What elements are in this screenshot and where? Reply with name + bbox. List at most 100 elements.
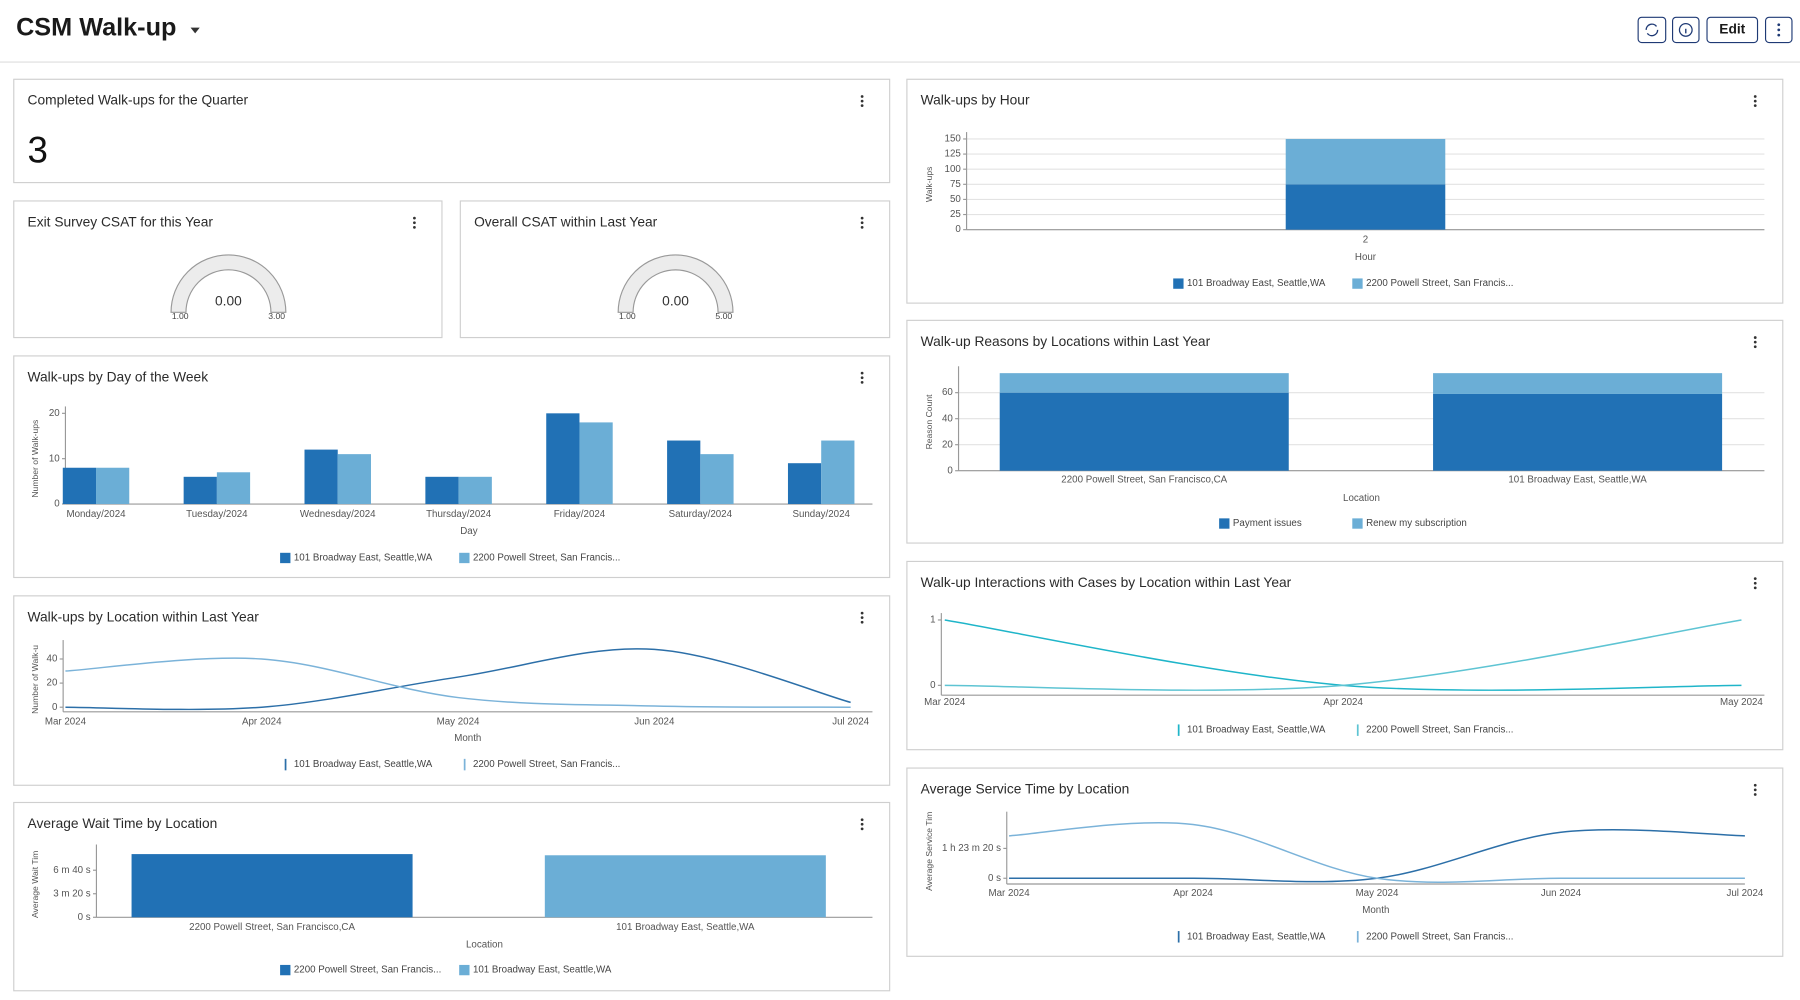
bar bbox=[821, 440, 855, 505]
y-tick-label: 0 bbox=[930, 680, 936, 691]
y-tick-label: 0 s bbox=[988, 873, 1001, 884]
y-axis-label: Average Service Tim bbox=[924, 812, 934, 891]
widget: Walk-ups by Hour 0 25 50 75 100 125 150 Walk-ups… bbox=[906, 78, 1784, 304]
bar bbox=[999, 373, 1289, 393]
bar bbox=[999, 392, 1289, 471]
kebab-dot bbox=[860, 221, 864, 225]
bar bbox=[337, 454, 371, 505]
kebab-dot bbox=[860, 225, 864, 229]
legend-swatch bbox=[459, 552, 470, 564]
widget-title: Average Service Time by Location bbox=[921, 782, 1130, 797]
widget-menu[interactable] bbox=[860, 818, 864, 831]
legend-label: 2200 Powell Street, San Francis... bbox=[473, 759, 620, 770]
bar bbox=[700, 454, 734, 505]
gauge-track bbox=[170, 254, 287, 313]
widget-menu[interactable] bbox=[860, 611, 864, 624]
x-tick-label: 2200 Powell Street, San Francisco,CA bbox=[189, 922, 355, 933]
widget-title: Average Wait Time by Location bbox=[28, 816, 218, 831]
dashboard-title: CSM Walk-up bbox=[16, 13, 176, 41]
gauge-max: 5.00 bbox=[715, 311, 732, 321]
kebab-dot bbox=[860, 371, 864, 375]
kebab-dot bbox=[1777, 33, 1781, 37]
y-tick-label: 25 bbox=[950, 209, 961, 220]
widget-title: Walk-ups by Location within Last Year bbox=[28, 609, 260, 624]
button-frame[interactable] bbox=[1637, 16, 1667, 44]
x-axis-label: Month bbox=[454, 733, 481, 744]
widget-frame bbox=[13, 78, 891, 184]
y-tick-label: 0 bbox=[52, 702, 58, 713]
gauge-max: 3.00 bbox=[268, 311, 285, 321]
legend-label: 2200 Powell Street, San Francis... bbox=[294, 965, 441, 976]
legend-label: 101 Broadway East, Seattle,WA bbox=[1187, 931, 1326, 942]
widget: Walk-ups by Day of the Week 0 10 20 Number o… bbox=[13, 355, 891, 579]
y-axis-label: Reason Count bbox=[924, 394, 934, 450]
widget-menu[interactable] bbox=[1753, 336, 1757, 349]
widget-menu[interactable] bbox=[1753, 95, 1757, 108]
bar bbox=[544, 855, 826, 918]
legend-swatch bbox=[280, 552, 291, 564]
title-dropdown[interactable] bbox=[190, 27, 200, 34]
kebab-dot bbox=[1753, 104, 1757, 108]
legend-label: Renew my subscription bbox=[1366, 518, 1467, 529]
kebab-dot bbox=[1753, 577, 1757, 581]
y-tick-label: 0 bbox=[955, 224, 961, 235]
widget-menu[interactable] bbox=[860, 371, 864, 384]
x-tick-label: 2200 Powell Street, San Francisco,CA bbox=[1061, 474, 1227, 485]
widget-menu[interactable] bbox=[1753, 577, 1757, 590]
legend-swatch bbox=[1219, 518, 1230, 529]
bar bbox=[667, 440, 701, 505]
widget-menu[interactable] bbox=[413, 216, 416, 229]
widget: Average Service Time by Location 0 s 1 h 2… bbox=[906, 767, 1784, 957]
legend-swatch bbox=[1177, 931, 1180, 943]
bar bbox=[304, 449, 338, 505]
x-tick-label: Friday/2024 bbox=[554, 509, 606, 520]
bar bbox=[579, 422, 613, 505]
x-tick-label: May 2024 bbox=[1356, 888, 1399, 899]
bar bbox=[425, 476, 459, 505]
x-axis-label: Day bbox=[460, 526, 477, 537]
kebab-dot bbox=[860, 620, 864, 624]
widget-menu[interactable] bbox=[1753, 783, 1757, 796]
widget-title: Walk-ups by Day of the Week bbox=[28, 369, 209, 384]
widget-title: Walk-ups by Hour bbox=[921, 93, 1030, 108]
widget: Completed Walk-ups for the Quarter 3 bbox=[13, 78, 891, 184]
button-frame[interactable] bbox=[1706, 16, 1759, 44]
x-tick-label: 101 Broadway East, Seattle,WA bbox=[1508, 474, 1647, 485]
legend-swatch bbox=[463, 758, 466, 771]
kebab-dot bbox=[1753, 336, 1757, 339]
widget-menu[interactable] bbox=[860, 95, 864, 108]
widget-title: Overall CSAT within Last Year bbox=[474, 214, 658, 229]
refresh-button[interactable] bbox=[1637, 16, 1667, 44]
y-tick-label: 0 bbox=[54, 499, 60, 510]
y-tick-label: 10 bbox=[49, 453, 60, 464]
kebab-dot bbox=[1777, 23, 1781, 27]
bar bbox=[216, 472, 251, 505]
kebab-dot bbox=[860, 822, 864, 826]
kebab-dot bbox=[860, 827, 864, 831]
legend-swatch bbox=[1356, 724, 1359, 736]
kebab-dot bbox=[860, 818, 864, 822]
kebab-dot bbox=[1753, 793, 1757, 796]
x-tick-label: May 2024 bbox=[437, 717, 480, 728]
bar bbox=[183, 476, 217, 505]
y-tick-label: 20 bbox=[47, 678, 58, 689]
edit-label[interactable]: Edit bbox=[1719, 22, 1745, 37]
widget: Exit Survey CSAT for this Year 0.00 1.00 3.… bbox=[13, 200, 443, 339]
more-button[interactable] bbox=[1764, 16, 1793, 44]
x-axis-label: Month bbox=[1362, 905, 1389, 916]
gauge-min: 1.00 bbox=[172, 311, 189, 321]
x-tick-label: Mar 2024 bbox=[924, 697, 966, 708]
kebab-dot bbox=[860, 104, 864, 108]
x-axis-label: Location bbox=[1343, 493, 1380, 504]
widget-menu[interactable] bbox=[860, 216, 864, 229]
y-tick-label: 50 bbox=[950, 194, 961, 205]
x-tick-label: Apr 2024 bbox=[1173, 888, 1213, 899]
info-button[interactable] bbox=[1672, 16, 1700, 44]
line-series bbox=[1009, 822, 1745, 883]
edit-button[interactable]: Edit bbox=[1706, 16, 1759, 44]
y-axis-label: Number of Walk-u bbox=[30, 645, 40, 714]
kebab-dot bbox=[1753, 788, 1757, 792]
x-tick-label: 101 Broadway East, Seattle,WA bbox=[616, 922, 755, 933]
kebab-dot bbox=[1753, 340, 1757, 344]
